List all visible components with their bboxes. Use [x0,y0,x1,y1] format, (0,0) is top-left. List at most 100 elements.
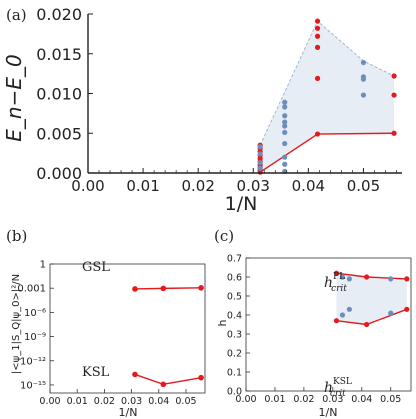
c-shade-area [336,273,407,325]
c-y-axis-label: h [216,319,229,326]
a-blue-point [282,161,288,167]
panel-label-a: (a) [6,6,27,24]
a-x-tick-label: 0.02 [181,177,214,195]
a-y-tick-label: 0.015 [36,45,82,64]
a-red-point [314,44,321,50]
a-y-tick-label: 0.005 [36,124,82,143]
a-red-point [314,131,321,137]
a-y-axis-label: E_n−E_0 [2,54,26,141]
a-axes: 0.000 0.005 0.010 0.015 0.020 0.00 0.01 0.02 0.0… [36,5,402,195]
c-blue-point [346,306,352,312]
a-blue-point [282,129,288,136]
a-red-point [314,75,321,81]
b-lines [134,287,202,386]
a-blue-point [282,104,288,110]
c-blue-point [339,274,346,280]
a-x-tick-label: 0.03 [237,177,270,195]
b-y-tick-label: 10⁻¹⁵ [20,380,46,391]
c-y-tick-label: 0.1 [227,368,242,379]
b-y-tick-label: 0.001 [17,284,46,295]
a-blue-point [282,123,288,129]
c-x-tick-label: 0.00 [235,394,256,405]
c-label-h-pl: hPL crit [324,272,347,294]
c-label-h-ksl: hKSL crit [324,377,352,399]
c-point-h-pl [364,274,370,280]
b-x-tick-label: 0.01 [67,396,88,407]
a-red-point [391,130,397,136]
a-blue-point [257,144,263,150]
b-line-gsl [134,287,202,290]
c-blue-point [346,276,352,282]
b-point-ksl [198,374,204,381]
b-y-tick-label: 10⁻⁹ [24,332,46,343]
b-x-tick-label: 0.05 [175,396,196,407]
c-y-tick-label: 0.0 [227,387,242,398]
c-y-tick-label: 0.5 [227,292,242,303]
a-x-tick-label: 0.00 [71,177,104,195]
a-y-tick-label: 0.000 [36,164,82,183]
panel-label-b: (b) [6,227,27,245]
c-x-axis-label: 1/N [319,406,338,419]
c-axes: 0.0 0.1 0.2 0.3 0.4 0.5 0.6 0.7 0.00 0.01 0.02 0.03… [227,254,412,405]
c-blue-point [339,312,346,318]
a-red-point [391,92,397,98]
a-blue-point [360,92,367,98]
a-blue-point [282,154,288,160]
c-x-tick-label: 0.01 [264,394,285,405]
a-data-points [257,18,397,175]
a-y-tick-label: 0.020 [36,5,82,24]
b-x-tick-label: 0.04 [148,396,169,407]
c-data-points [333,270,410,328]
c-blue-point [388,310,394,316]
c-y-tick-label: 0.4 [227,311,242,322]
b-y-axis-label: |<ψ_1|S_Q|ψ_0>|²/N [11,274,22,374]
a-x-tick-label: 0.05 [347,177,380,195]
a-blue-point [257,160,263,166]
c-y-tick-label: 0.6 [227,273,242,284]
c-y-tick-label: 0.7 [227,254,242,265]
c-x-tick-label: 0.02 [293,394,314,405]
b-y-tick-label: 10⁻⁶ [24,308,46,319]
b-series-label-ksl: KSL [82,365,110,380]
b-point-gsl [132,286,138,292]
panel-b: (b) 1 0.001 10⁻⁶ 10⁻⁹ 10⁻¹² 10⁻¹⁵ 0.00 0.01 0.02… [6,227,206,419]
a-shade-area [260,21,395,173]
a-shaded-region [259,20,395,173]
c-blue-point [388,276,394,282]
a-blue-point [257,165,263,171]
c-point-h-ksl [333,318,340,324]
c-point-h-pl [333,270,340,276]
b-point-ksl [160,381,167,388]
c-y-tick-label: 0.3 [227,330,242,341]
a-blue-point [282,113,288,119]
a-blue-point [360,59,367,66]
a-blue-point [360,74,367,80]
panel-label-c: (c) [214,227,234,245]
b-point-gsl [160,285,167,292]
c-x-tick-label: 0.03 [322,394,343,405]
b-line-ksl [134,373,202,386]
b-data-points [132,285,204,388]
a-shade-boundary [259,20,395,146]
b-x-axis-label: 1/N [119,406,138,419]
a-y-tick-label: 0.010 [36,85,82,104]
a-blue-point [282,140,288,147]
panel-c: (c) 0.0 0.1 0.2 0.3 0.4 0.5 0.6 0.7 0.00 0.01 0.02… [214,227,412,419]
a-red-point [314,33,321,39]
c-point-h-pl [404,276,410,282]
b-x-tick-label: 0.00 [39,396,60,407]
b-x-tick-label: 0.03 [121,396,142,407]
b-axes: 1 0.001 10⁻⁶ 10⁻⁹ 10⁻¹² 10⁻¹⁵ 0.00 0.01 0.02 0.03… [17,260,206,407]
c-point-h-ksl [364,321,370,328]
a-blue-point [282,119,288,125]
a-x-tick-label: 0.01 [126,177,159,195]
c-shaded-region [336,273,407,325]
a-blue-point [257,151,263,157]
b-frame [49,263,206,394]
c-x-tick-label: 0.05 [380,394,401,405]
b-series-label-gsl: GSL [82,260,110,275]
b-x-tick-label: 0.02 [94,396,115,407]
c-y-tick-label: 0.2 [227,349,242,360]
